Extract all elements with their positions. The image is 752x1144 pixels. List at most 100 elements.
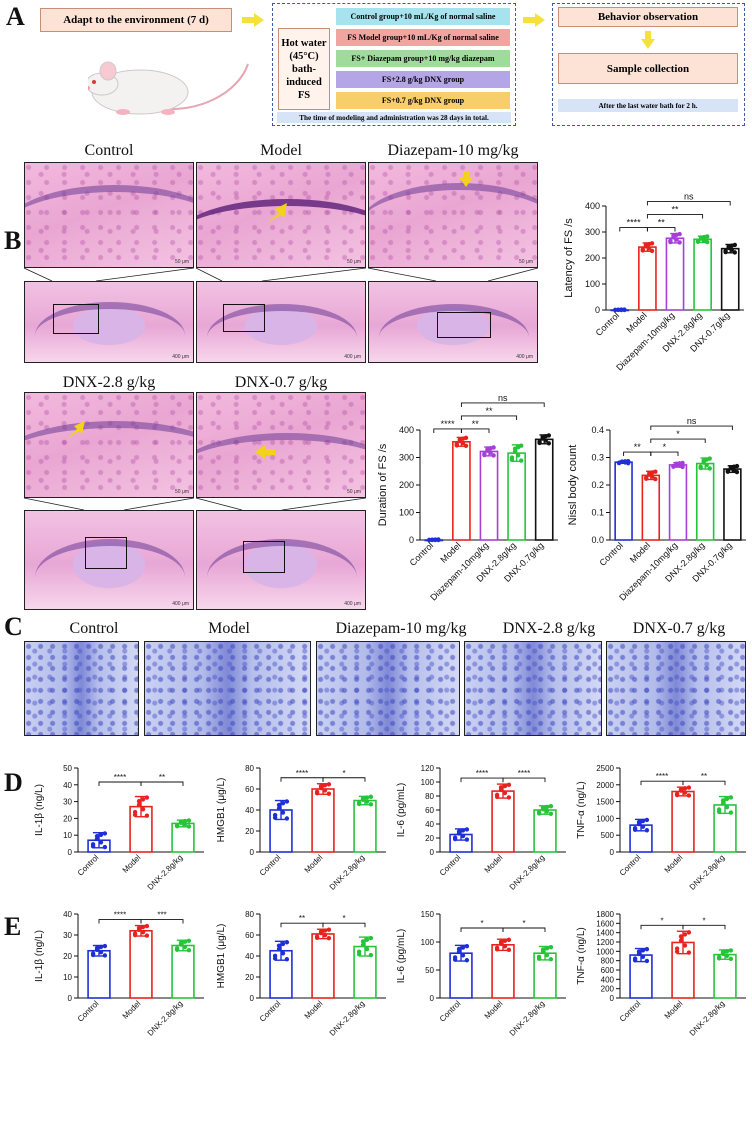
hot-water-line: Hot water xyxy=(281,37,327,49)
bar xyxy=(720,247,740,311)
behavior-box: Behavior observation xyxy=(558,7,738,27)
y-tick-label: 10 xyxy=(63,973,72,982)
x-tick-label: Model xyxy=(303,999,325,1021)
note-text: The time of modeling and administration … xyxy=(299,113,489,122)
yellow-arrow-icon xyxy=(67,421,85,439)
data-point xyxy=(276,806,282,811)
y-axis-label: TNF-α (ng/L) xyxy=(576,927,587,984)
he-title-diazepam: Diazepam-10 mg/kg xyxy=(387,142,519,159)
bar xyxy=(171,944,195,999)
y-tick-label: 100 xyxy=(421,938,435,947)
x-tick-label: Model xyxy=(121,999,143,1021)
y-tick-label: 200 xyxy=(601,985,615,994)
nissl-title-control: Control xyxy=(69,620,119,637)
data-point xyxy=(454,442,459,447)
significance-label: **** xyxy=(114,911,126,920)
hot-water-line: bath- xyxy=(292,63,316,75)
data-point xyxy=(136,798,142,804)
he-title-dnx-high: DNX-2.8 g/kg xyxy=(62,374,156,391)
x-tick-label: DNX-2.8g/kg xyxy=(508,853,547,892)
data-point xyxy=(671,235,676,240)
y-tick-label: 50 xyxy=(425,966,434,975)
data-point xyxy=(728,948,734,953)
data-point xyxy=(174,946,180,951)
nissl-title-dnx-low: DNX-0.7 g/kg xyxy=(632,620,726,637)
bar xyxy=(641,474,661,541)
y-tick-label: 50 xyxy=(63,764,72,773)
bar xyxy=(671,790,695,853)
data-point xyxy=(498,787,504,793)
significance-bracket xyxy=(280,777,324,782)
y-tick-label: 400 xyxy=(399,425,414,435)
scale-bar-label: 50 μm xyxy=(347,259,361,265)
data-point xyxy=(182,822,188,827)
group-label: Control group+10 mL/Kg of normal saline xyxy=(350,12,496,21)
data-point xyxy=(178,820,184,826)
data-point xyxy=(314,934,320,939)
significance-label: * xyxy=(522,919,525,928)
y-tick-label: 1800 xyxy=(596,910,614,919)
data-point xyxy=(543,433,548,439)
he-low-diazepam: 400 μm xyxy=(368,281,538,363)
data-point xyxy=(140,924,146,930)
significance-label: **** xyxy=(296,769,308,778)
nissl-title-model: Model xyxy=(208,620,250,637)
y-tick-label: 300 xyxy=(585,227,600,237)
data-point xyxy=(136,927,142,933)
significance-bracket xyxy=(460,428,490,433)
data-point xyxy=(368,935,374,941)
data-point xyxy=(364,937,370,942)
data-point xyxy=(701,460,706,465)
significance-label: **** xyxy=(114,773,126,782)
nissl-image-model xyxy=(144,641,311,736)
x-tick-label: DNX-2.8g/kg xyxy=(146,853,185,892)
data-point xyxy=(464,943,470,949)
bar xyxy=(533,809,557,853)
chart-d-il6: 0 20 40 60 80 100 120 IL-6 (pg/mL) Control Model D… xyxy=(396,764,566,892)
scale-bar-label: 400 μm xyxy=(172,601,189,607)
data-point xyxy=(464,958,470,963)
data-point xyxy=(502,944,508,949)
significance-label: * xyxy=(342,769,345,778)
y-tick-label: 120 xyxy=(421,764,435,773)
panel-label-c: C xyxy=(4,612,23,641)
y-tick-label: 2500 xyxy=(596,764,614,773)
data-point xyxy=(102,943,108,949)
x-tick-label: Control xyxy=(76,853,101,878)
y-tick-label: 1000 xyxy=(596,947,614,956)
data-point xyxy=(276,946,282,952)
chart-e-hmgb1: 0 20 40 60 80 HMGB1 (μg/L) Control Model DNX-2.8… xyxy=(216,910,386,1038)
x-tick-label: DNX-2.8g/kg xyxy=(508,999,547,1038)
data-point xyxy=(649,248,655,254)
data-point xyxy=(322,788,328,793)
data-point xyxy=(488,446,493,451)
data-point xyxy=(686,785,692,790)
scale-bar-label: 400 μm xyxy=(344,601,361,607)
data-point xyxy=(368,802,374,807)
data-point xyxy=(140,807,146,812)
y-tick-label: 40 xyxy=(245,952,254,961)
significance-label: **** xyxy=(656,772,668,781)
data-point xyxy=(678,938,684,943)
bar xyxy=(614,461,633,541)
data-point xyxy=(186,824,192,829)
data-point xyxy=(544,808,550,814)
hot-water-line: induced FS xyxy=(286,76,322,101)
data-point xyxy=(540,949,546,955)
data-point xyxy=(326,791,332,796)
data-point xyxy=(284,957,290,962)
data-point xyxy=(653,476,658,482)
significance-label: ** xyxy=(472,419,480,429)
data-point xyxy=(677,461,682,466)
he-title-dnx-low: DNX-0.7 g/kg xyxy=(234,374,328,391)
scale-bar-label: 400 μm xyxy=(172,354,189,360)
chart-e-il6: 0 50 100 150 IL-6 (pg/mL) Control Model DNX-2.8… xyxy=(396,910,566,1038)
data-point xyxy=(280,941,286,947)
data-point xyxy=(144,795,150,800)
data-point xyxy=(460,833,466,839)
bar xyxy=(87,949,111,999)
significance-label: **** xyxy=(441,419,456,429)
nissl-image-control xyxy=(24,641,139,736)
bar xyxy=(723,468,742,541)
data-point xyxy=(678,788,684,793)
